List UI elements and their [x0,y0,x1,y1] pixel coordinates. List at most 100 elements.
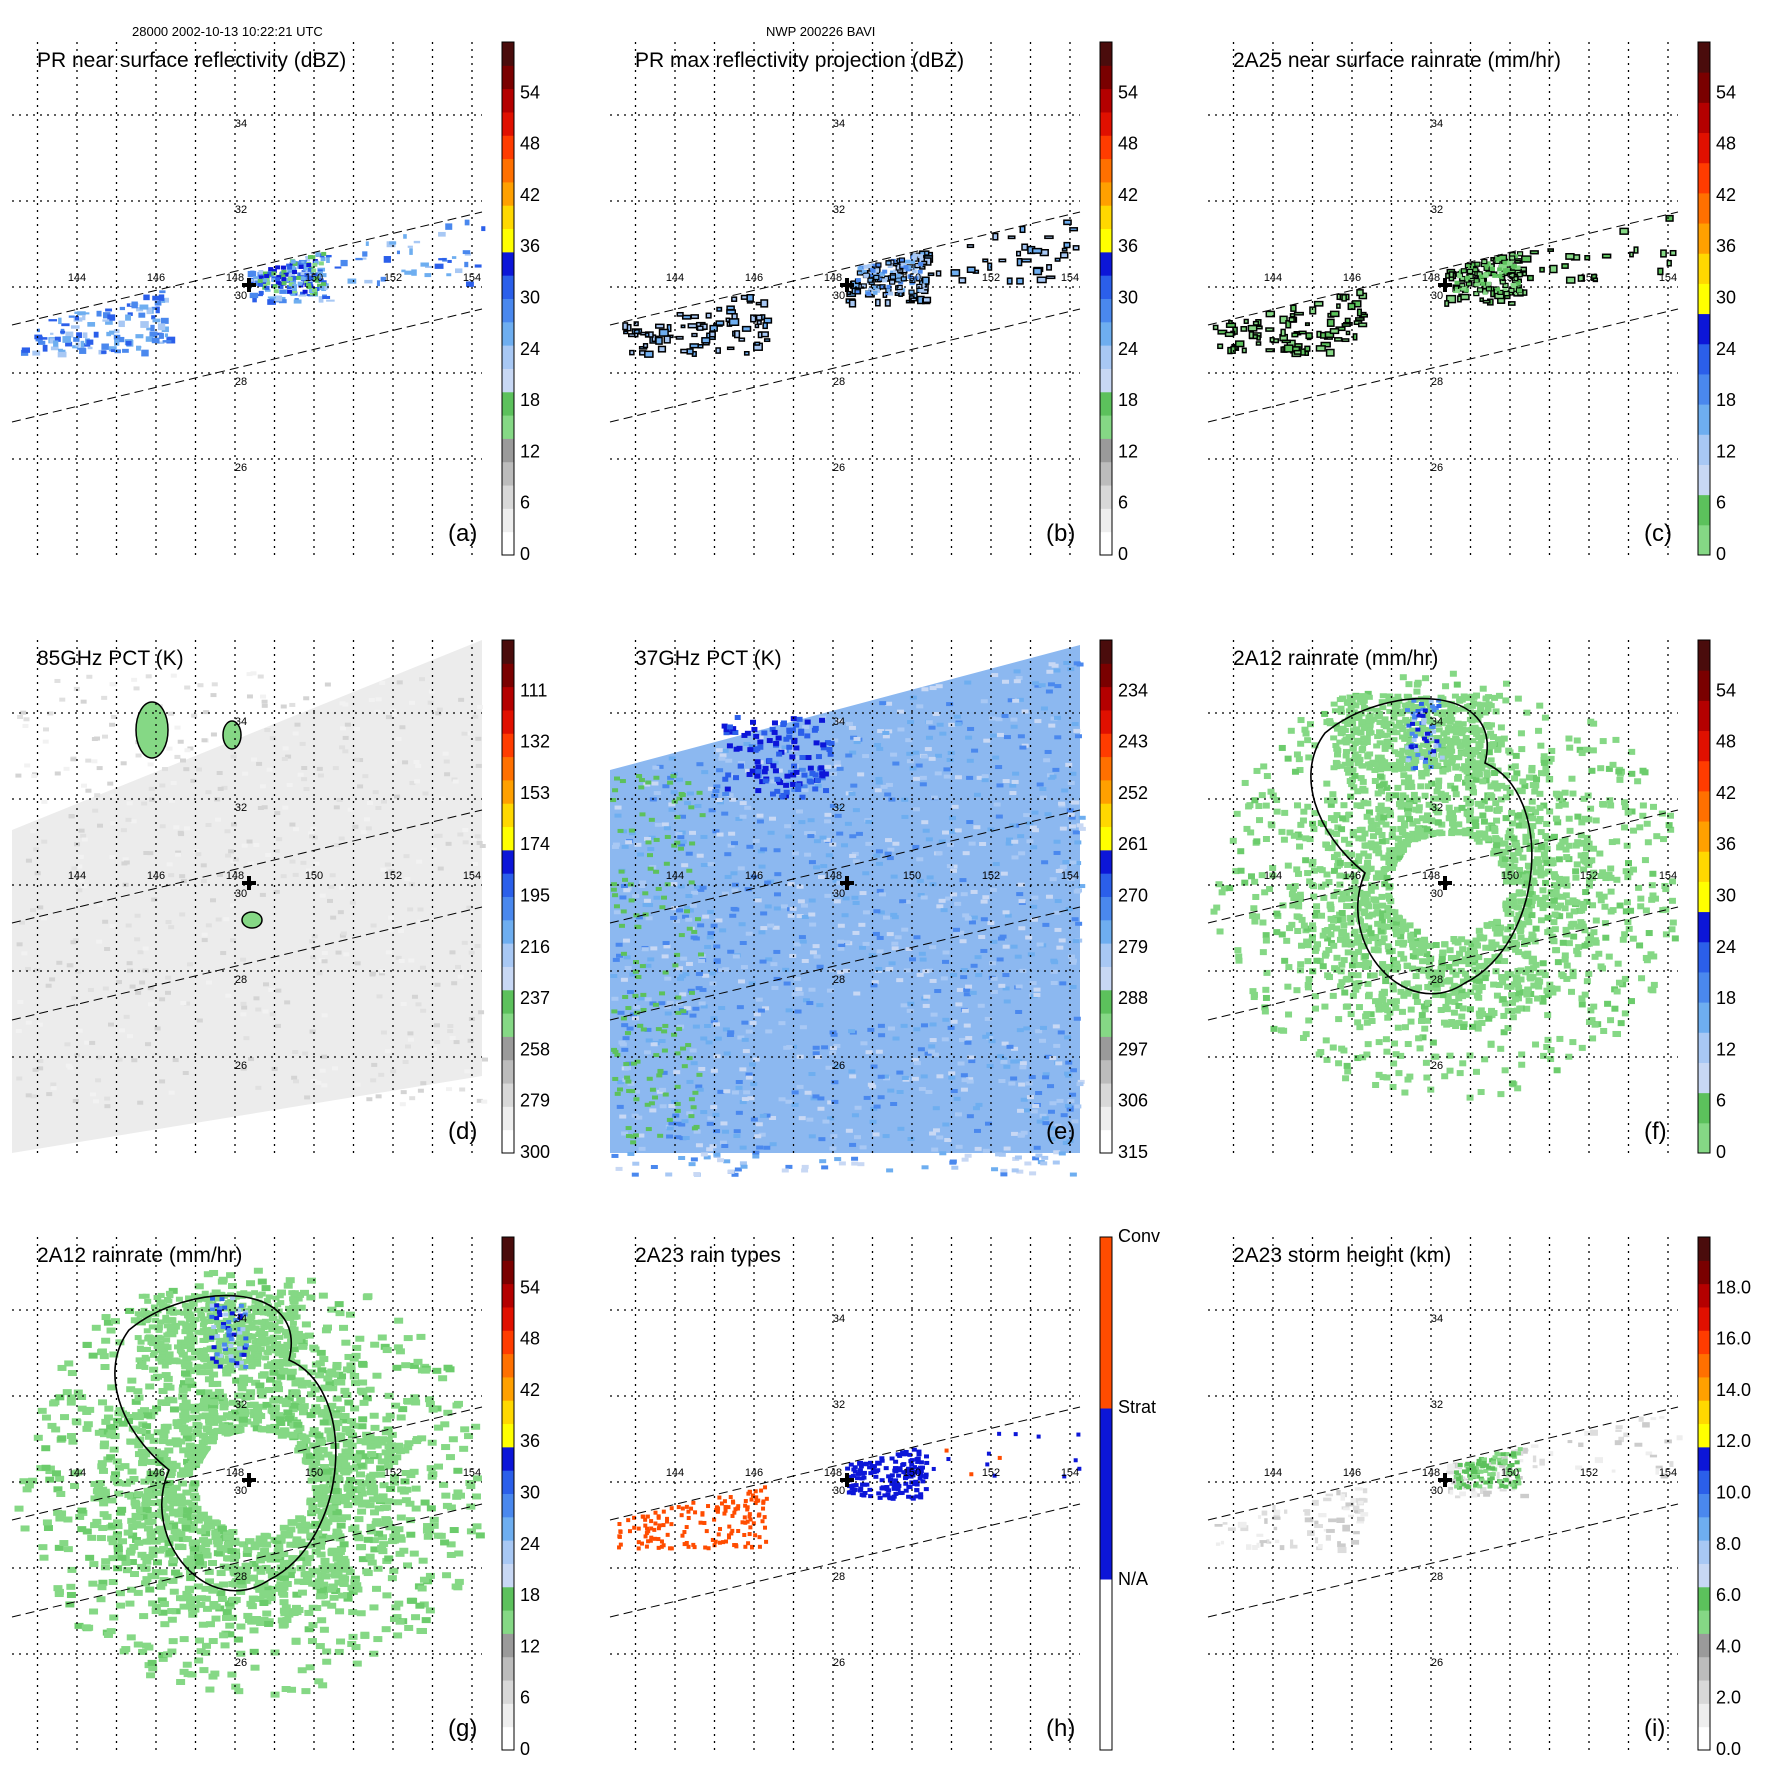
data-pixel [1020,1097,1028,1102]
data-pixel [30,1094,37,1099]
data-pixel [1072,939,1080,944]
data-pixel [1354,788,1362,795]
colorbar-segment [502,438,514,463]
data-pixel [1599,738,1607,745]
data-pixel [709,981,717,986]
data-pixel [281,757,288,762]
data-pixel [1527,842,1535,849]
data-pixel [365,826,372,831]
data-pixel [1585,1019,1593,1026]
data-pixel [755,1122,763,1127]
data-pixel [682,972,690,977]
data-pixel [1349,828,1357,835]
data-pixel [1521,822,1529,829]
data-pixel [913,276,919,281]
data-pixel [768,816,776,821]
data-pixel [925,837,933,842]
data-pixel [760,847,768,852]
data-pixel [932,1128,940,1133]
data-pixel [385,950,392,955]
data-pixel [697,952,704,957]
data-pixel [250,757,257,762]
colorbar-segment [1100,111,1112,136]
data-pixel [262,282,268,287]
data-pixel [630,1061,637,1066]
data-pixel [1011,1131,1019,1136]
data-pixel [1364,853,1372,860]
data-pixel [1304,345,1311,352]
data-pixel [1483,272,1489,277]
data-pixel [1068,954,1076,959]
data-pixel [872,290,878,295]
data-pixel [1003,1064,1011,1069]
data-pixel [1484,263,1490,268]
data-pixel [269,1012,276,1017]
data-pixel [998,258,1007,263]
data-pixel [1039,787,1047,792]
data-pixel [152,295,162,301]
data-pixel [1426,956,1434,963]
data-pixel [273,289,279,294]
lon-tick-label: 148 [824,272,842,284]
colorbar-segment [1100,826,1112,851]
data-pixel [1602,875,1610,882]
data-pixel [395,737,402,742]
data-pixel [812,725,819,731]
data-pixel [120,828,127,833]
data-pixel [1488,794,1496,801]
data-pixel [1339,815,1347,822]
data-pixel [1542,894,1550,901]
data-pixel [731,1090,739,1095]
colorbar-tick-label: 42 [1118,185,1138,205]
data-pixel [680,1046,687,1051]
data-pixel [859,891,867,896]
data-pixel [1365,925,1373,932]
data-pixel [1624,874,1632,881]
data-pixel [1323,780,1331,787]
data-pixel [342,749,349,754]
colorbar-tick-label: 216 [520,937,550,957]
data-pixel [998,1079,1006,1084]
data-pixel [633,1097,640,1102]
data-pixel [1309,926,1317,933]
colorbar-tick-label: 234 [1118,680,1148,700]
data-pixel [625,840,633,845]
data-pixel [836,831,844,836]
data-pixel [1592,917,1600,924]
data-pixel [1501,840,1509,847]
data-pixel [1356,1024,1364,1031]
data-pixel [311,934,318,939]
data-pixel [674,1084,681,1089]
data-pixel [1553,1067,1561,1074]
data-pixel [466,905,473,910]
data-pixel [1514,981,1522,988]
data-pixel [165,920,172,925]
data-pixel [610,798,617,803]
data-pixel [110,349,115,353]
data-pixel [205,823,212,828]
data-pixel [1541,856,1549,863]
data-pixel [305,257,311,262]
data-pixel [709,1144,717,1149]
data-pixel [407,245,413,248]
data-pixel [632,993,639,998]
panel-title: PR max reflectivity projection (dBZ) [635,49,964,72]
data-pixel [1537,742,1545,749]
data-pixel [1441,941,1449,948]
data-pixel [313,861,320,866]
data-pixel [969,990,977,995]
data-pixel [948,816,956,821]
data-pixel [1621,824,1629,831]
data-pixel [1045,689,1053,694]
data-pixel [675,777,683,782]
data-pixel [677,884,685,889]
data-pixel [1001,713,1009,718]
data-pixel [1318,867,1326,874]
storm-center-marker [242,278,256,292]
data-pixel [131,677,138,682]
data-pixel [921,687,929,692]
data-pixel [813,954,821,959]
colorbar-tick-label: 0 [1118,544,1128,564]
colorbar-segment [1100,368,1112,393]
